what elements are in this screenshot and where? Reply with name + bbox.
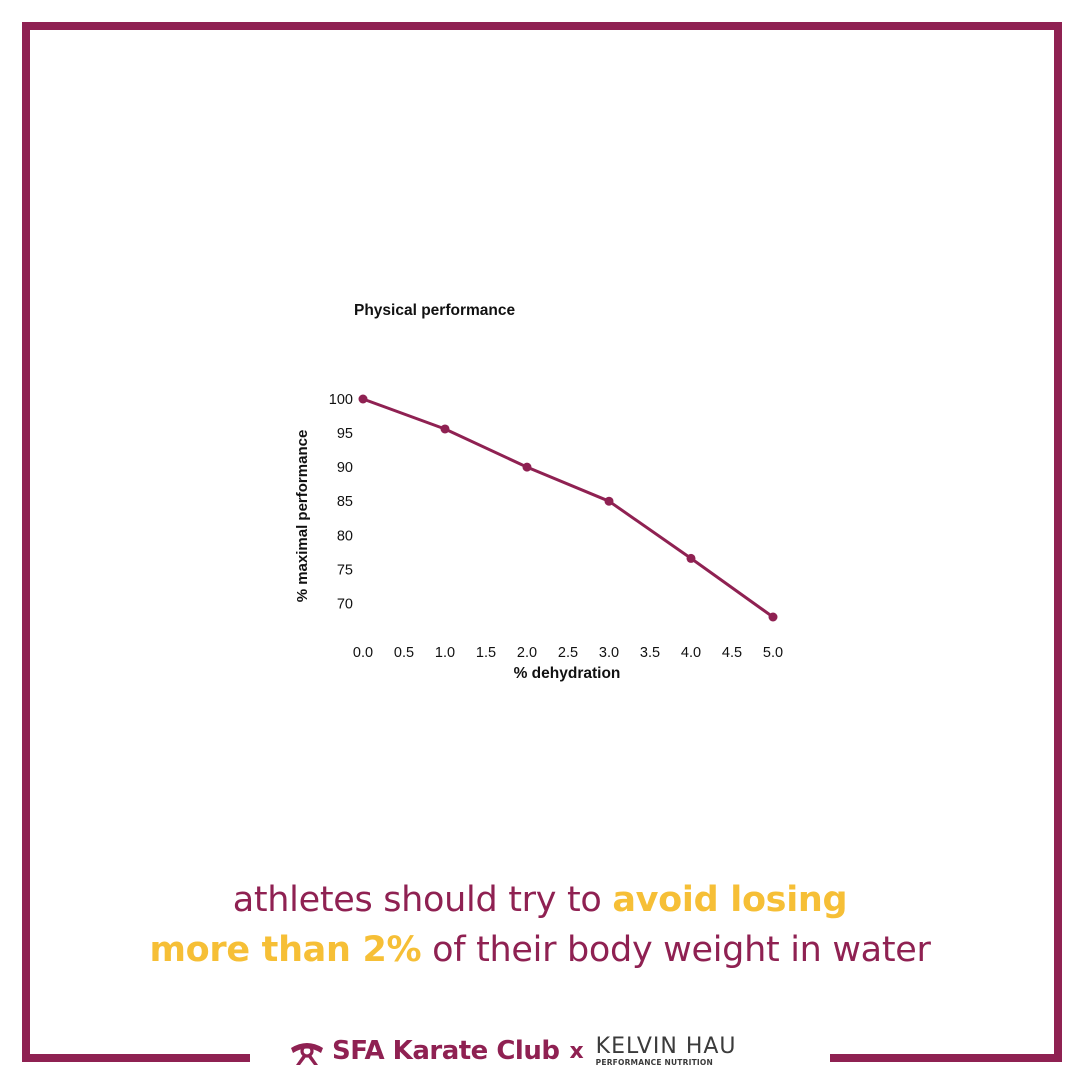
x-tick-label: 3.5 — [640, 645, 660, 661]
caption-text-2b: of their body weight in water — [421, 930, 931, 970]
y-tick-label: 100 — [329, 392, 353, 408]
data-point — [768, 612, 778, 622]
caption-text-1a: athletes should try to — [232, 880, 613, 920]
caption-line-2: more than 2% of their body weight in wat… — [0, 930, 1080, 970]
y-tick-label: 95 — [337, 426, 353, 442]
series-line — [362, 397, 774, 619]
chart: Physical performance 100 95 90 85 80 75 70 0.0 0… — [280, 290, 800, 700]
caption-line-1: athletes should try to avoid losing — [0, 880, 1080, 920]
x-tick-label: 5.0 — [763, 645, 783, 661]
x-tick-label: 3.0 — [599, 645, 619, 661]
brand-group: SFA Karate Club x KELVIN HAU PERFORMANCE… — [288, 1036, 737, 1067]
data-point — [522, 462, 532, 472]
chart-title: Physical performance — [354, 302, 516, 319]
x-tick-label: 4.5 — [722, 645, 742, 661]
x-axis-label: % dehydration — [514, 665, 621, 682]
partner-subtitle: PERFORMANCE NUTRITION — [595, 1058, 713, 1067]
x-tick-label: 1.5 — [476, 645, 496, 661]
x-tick-label: 1.0 — [435, 645, 455, 661]
brand-name: SFA Karate Club — [332, 1036, 560, 1067]
y-tick-label: 80 — [337, 528, 353, 544]
data-point — [604, 496, 614, 506]
partner-logo: KELVIN HAU PERFORMANCE NUTRITION — [596, 1036, 737, 1067]
y-tick-label: 90 — [337, 460, 353, 476]
x-tick-label: 4.0 — [681, 645, 701, 661]
data-point — [358, 394, 368, 404]
y-axis-label: % maximal performance — [294, 430, 311, 603]
x-tick-label: 0.0 — [353, 645, 373, 661]
x-tick-label: 0.5 — [394, 645, 414, 661]
footer-branding: SFA Karate Club x KELVIN HAU PERFORMANCE… — [250, 1032, 830, 1078]
y-tick-label: 75 — [337, 562, 353, 578]
y-tick-label: 85 — [337, 494, 353, 510]
caption-highlight-1: avoid losing — [612, 880, 848, 920]
y-tick-label: 70 — [337, 596, 353, 612]
caption-highlight-2: more than 2% — [149, 930, 422, 970]
chart-svg: 100 95 90 85 80 75 70 0.0 0.5 1.0 1.5 2.0 2.5 3.0 3.5 4… — [294, 392, 783, 682]
x-tick-label: 2.5 — [558, 645, 578, 661]
partner-name: KELVIN HAU — [595, 1034, 737, 1059]
data-point — [686, 553, 696, 563]
x-tick-label: 2.0 — [517, 645, 537, 661]
karate-belt-icon — [291, 1043, 323, 1066]
data-point — [440, 424, 450, 434]
collab-x: x — [569, 1038, 584, 1064]
